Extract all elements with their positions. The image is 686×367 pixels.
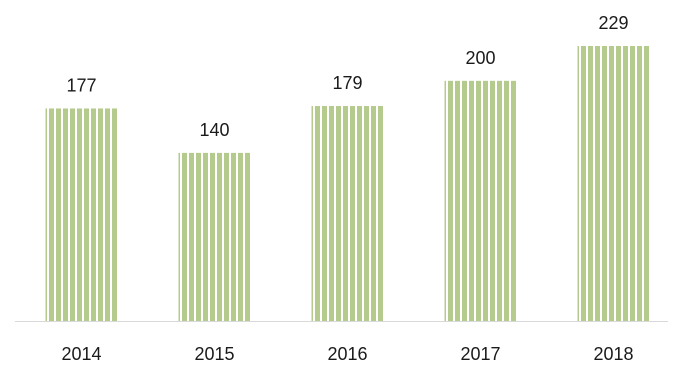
x-tick-labels-group: 2014 2015 2016 2017 2018 — [61, 344, 633, 364]
x-tick-label-2018: 2018 — [593, 344, 633, 364]
data-label-2018: 229 — [598, 13, 628, 33]
bars-group — [45, 46, 650, 322]
bar-2017 — [444, 80, 517, 322]
data-label-2016: 179 — [332, 73, 362, 93]
x-tick-label-2017: 2017 — [460, 344, 500, 364]
bar-2016 — [311, 106, 384, 321]
data-labels-group: 177 140 179 200 229 — [66, 13, 628, 140]
x-tick-label-2014: 2014 — [61, 344, 101, 364]
bar-2018 — [577, 46, 650, 321]
bar-2015 — [178, 152, 251, 321]
data-label-2017: 200 — [465, 48, 495, 68]
x-tick-label-2015: 2015 — [194, 344, 234, 364]
data-label-2014: 177 — [66, 75, 96, 95]
data-label-2015: 140 — [199, 120, 229, 140]
x-tick-label-2016: 2016 — [327, 344, 367, 364]
bar-2014 — [45, 108, 118, 322]
